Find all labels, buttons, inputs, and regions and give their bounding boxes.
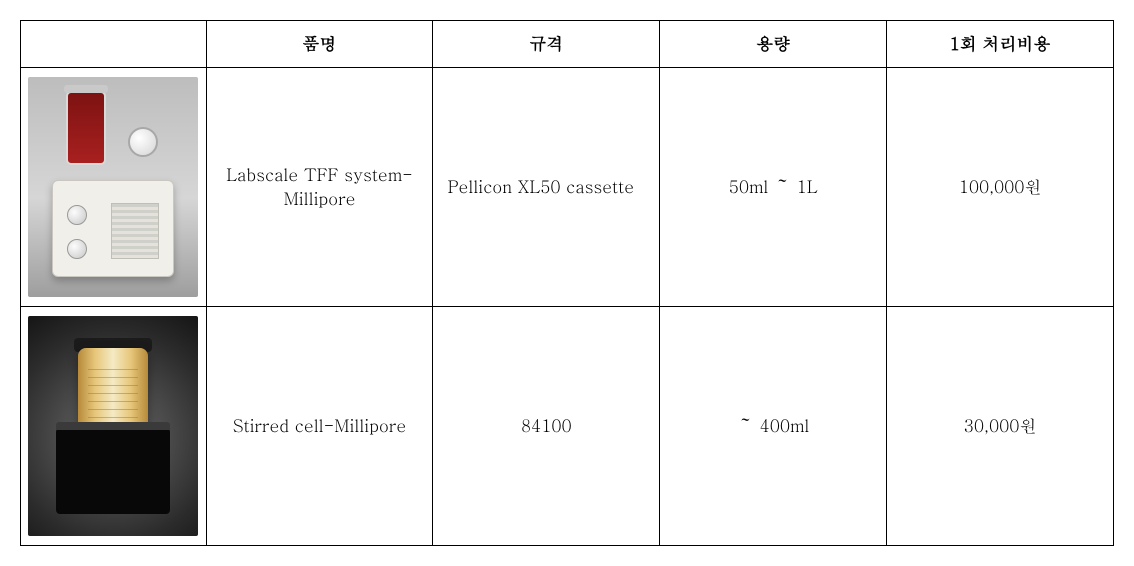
product-image [28,316,198,536]
product-image [28,77,198,297]
product-spec: 84100 [433,307,660,546]
product-image-cell [21,68,207,307]
equipment-table: 품명 규격 용량 1회 처리비용 [20,20,1114,546]
table-header-row: 품명 규격 용량 1회 처리비용 [21,21,1114,68]
product-name: Stirred cell-Millipore [206,307,433,546]
product-name: Labscale TFF system-Millipore [206,68,433,307]
header-name: 품명 [206,21,433,68]
table-row: Labscale TFF system-Millipore Pellicon X… [21,68,1114,307]
header-image [21,21,207,68]
product-image-cell [21,307,207,546]
product-cost: 30,000원 [887,307,1114,546]
product-capacity: 50ml ～ 1L [660,68,887,307]
product-capacity: ～ 400ml [660,307,887,546]
header-capacity: 용량 [660,21,887,68]
table-row: Stirred cell-Millipore 84100 ～ 400ml 30,… [21,307,1114,546]
product-cost: 100,000원 [887,68,1114,307]
header-cost: 1회 처리비용 [887,21,1114,68]
product-spec: Pellicon XL50 cassette [433,68,660,307]
header-spec: 규격 [433,21,660,68]
